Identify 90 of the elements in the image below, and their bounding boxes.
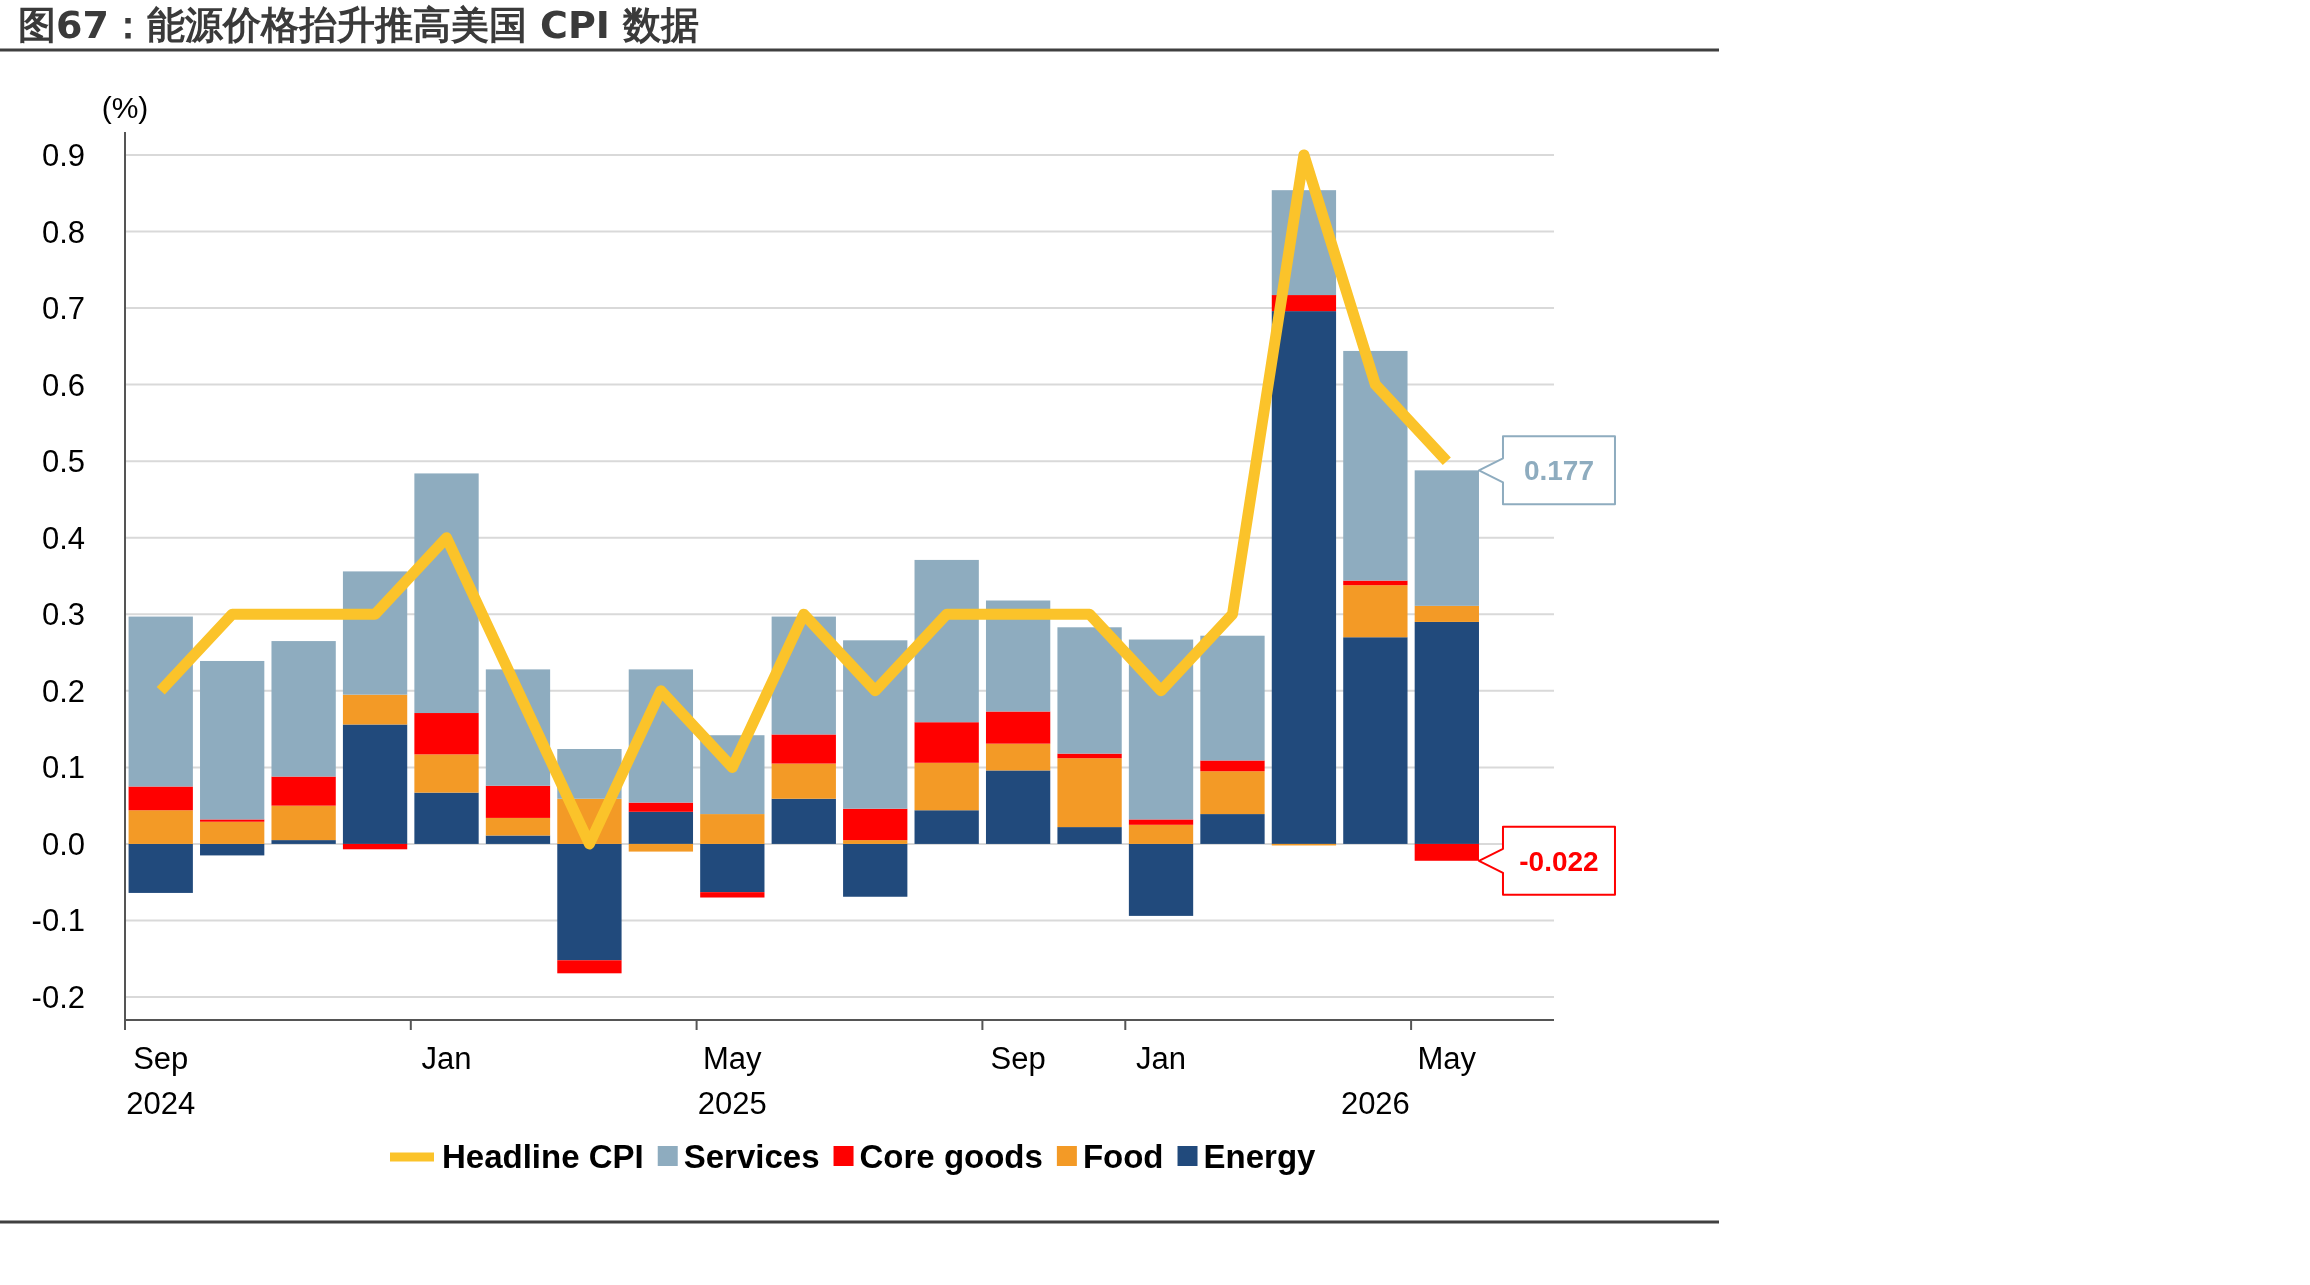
x-tick-label: Jan [421, 1041, 472, 1076]
bar [914, 559, 979, 723]
bar [1128, 843, 1194, 916]
bar [414, 792, 479, 844]
bar [414, 754, 479, 793]
bar [271, 776, 336, 806]
bar [914, 722, 979, 763]
y-tick-label: 0.6 [41, 367, 85, 403]
bar [843, 840, 908, 844]
y-axis-title: (%) [101, 91, 149, 124]
bar [200, 843, 265, 856]
y-tick-label: 0.7 [41, 291, 85, 327]
y-tick-label: 0.5 [41, 444, 85, 480]
bar [700, 892, 765, 898]
legend-label: Core goods [859, 1138, 1043, 1175]
x-tick-label: Jan [1136, 1041, 1187, 1076]
bar [843, 843, 908, 897]
bar [771, 734, 836, 764]
bar [628, 843, 694, 852]
bar [628, 802, 694, 812]
bar [771, 763, 836, 799]
y-tick-label: -0.1 [31, 903, 85, 939]
bar [1414, 605, 1479, 622]
bar [1200, 814, 1265, 844]
bar [1128, 639, 1194, 820]
bar [200, 821, 265, 844]
bar [271, 641, 336, 777]
bar [771, 798, 836, 844]
bar [414, 473, 479, 714]
bar [1271, 311, 1337, 844]
bar [985, 743, 1051, 771]
y-tick-label: -0.2 [31, 980, 85, 1016]
bar [1200, 760, 1265, 772]
x-tick-label: Sep 2024 [126, 1041, 196, 1121]
bar [271, 840, 336, 844]
x-tick-label: May 2025 [697, 1041, 767, 1121]
x-tick-label: 2026 [1340, 1086, 1410, 1121]
bar [271, 805, 336, 841]
bar [342, 843, 408, 850]
bar [485, 785, 551, 818]
annotation: 0.177 [1523, 455, 1595, 487]
bar [1343, 585, 1408, 638]
bar [1057, 827, 1122, 844]
bar [1343, 637, 1408, 844]
legend-label: Energy [1203, 1138, 1317, 1175]
bar [200, 819, 265, 822]
bar [700, 843, 765, 893]
bar [200, 660, 265, 820]
bar [985, 770, 1051, 844]
bar [1414, 621, 1479, 844]
bar [843, 808, 908, 841]
bar [1200, 771, 1265, 815]
bar [342, 724, 408, 844]
legend-label: Headline CPI [442, 1138, 644, 1175]
y-tick-label: 0.4 [41, 520, 85, 556]
bar [843, 640, 908, 809]
x-tick-label: Sep [990, 1041, 1046, 1076]
bar [485, 835, 551, 844]
bar [342, 694, 408, 725]
legend-label: Services [683, 1138, 820, 1175]
chart-title: 图67：能源价格抬升推高美国 CPI 数据 [18, 3, 700, 47]
bar [485, 817, 551, 836]
y-tick-label: 0.1 [41, 750, 85, 786]
annotation: -0.022 [1519, 845, 1599, 877]
y-tick-label: 0.2 [41, 673, 85, 709]
y-tick-label: 0.0 [41, 826, 85, 862]
x-tick-label: May [1417, 1041, 1477, 1076]
bar [1343, 350, 1408, 581]
bar [914, 762, 979, 811]
y-tick-label: 0.8 [41, 214, 85, 250]
bar [557, 843, 622, 961]
legend-label: Food [1082, 1138, 1164, 1175]
bar [985, 711, 1051, 744]
bar [414, 713, 479, 755]
bar [914, 810, 979, 844]
bar [128, 843, 193, 893]
bar [1057, 758, 1122, 828]
y-tick-label: 0.3 [41, 597, 85, 633]
bar [128, 786, 193, 811]
bar [1128, 819, 1194, 825]
bar [557, 960, 622, 974]
bar [128, 810, 193, 844]
bar [985, 600, 1051, 712]
bar [700, 814, 765, 844]
bar [128, 616, 193, 787]
bar [1128, 824, 1194, 844]
bar [1057, 627, 1122, 754]
bar [628, 811, 694, 844]
bar [1200, 635, 1265, 761]
y-tick-label: 0.9 [41, 137, 85, 173]
